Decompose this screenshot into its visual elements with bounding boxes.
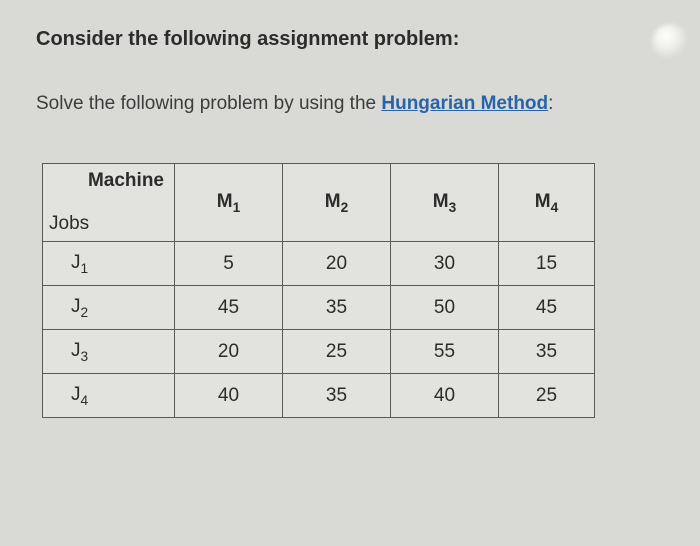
col-m3-sub: 3 (449, 199, 457, 214)
col-m4-label: M (535, 191, 551, 212)
corner-top-label: Machine (88, 170, 164, 192)
corner-cell: Machine Jobs (43, 164, 175, 242)
j2-s: 2 (81, 304, 89, 319)
row-j3-label: J3 (43, 330, 175, 374)
assignment-table: Machine Jobs M1 M2 M3 M4 J1 5 20 30 15 J… (42, 163, 595, 418)
cell: 15 (499, 242, 595, 286)
header-row: Machine Jobs M1 M2 M3 M4 (43, 164, 595, 242)
cell: 40 (175, 374, 283, 418)
row-j1-label: J1 (43, 242, 175, 286)
j4-s: 4 (81, 392, 89, 407)
col-m1-label: M (217, 191, 233, 212)
row-j4-label: J4 (43, 374, 175, 418)
prompt-suffix: : (548, 93, 553, 114)
j2-l: J (71, 296, 81, 317)
cell: 25 (499, 374, 595, 418)
col-m2-sub: 2 (341, 199, 349, 214)
cell: 45 (499, 286, 595, 330)
problem-page: Consider the following assignment proble… (0, 0, 700, 454)
cell: 35 (283, 286, 391, 330)
col-m3: M3 (391, 164, 499, 242)
j3-s: 3 (81, 348, 89, 363)
cell: 35 (283, 374, 391, 418)
col-m1: M1 (175, 164, 283, 242)
camera-glare-icon (652, 24, 688, 60)
hungarian-method-link[interactable]: Hungarian Method (381, 93, 548, 114)
col-m1-sub: 1 (233, 199, 241, 214)
cell: 25 (283, 330, 391, 374)
cell: 35 (499, 330, 595, 374)
prompt-prefix: Solve the following problem by using the (36, 93, 381, 114)
cell: 5 (175, 242, 283, 286)
table-row: J3 20 25 55 35 (43, 330, 595, 374)
cell: 30 (391, 242, 499, 286)
row-j2-label: J2 (43, 286, 175, 330)
cell: 20 (175, 330, 283, 374)
assignment-table-wrap: Machine Jobs M1 M2 M3 M4 J1 5 20 30 15 J… (42, 163, 664, 418)
col-m4-sub: 4 (551, 199, 559, 214)
prompt-text: Solve the following problem by using the… (36, 93, 664, 115)
col-m3-label: M (433, 191, 449, 212)
cell: 45 (175, 286, 283, 330)
j1-l: J (71, 252, 81, 273)
table-row: J2 45 35 50 45 (43, 286, 595, 330)
page-title: Consider the following assignment proble… (36, 28, 664, 51)
col-m2: M2 (283, 164, 391, 242)
col-m2-label: M (325, 191, 341, 212)
col-m4: M4 (499, 164, 595, 242)
table-row: J4 40 35 40 25 (43, 374, 595, 418)
cell: 20 (283, 242, 391, 286)
cell: 40 (391, 374, 499, 418)
j3-l: J (71, 340, 81, 361)
j4-l: J (71, 384, 81, 405)
cell: 50 (391, 286, 499, 330)
cell: 55 (391, 330, 499, 374)
corner-bottom-label: Jobs (49, 213, 89, 235)
j1-s: 1 (81, 260, 89, 275)
table-row: J1 5 20 30 15 (43, 242, 595, 286)
